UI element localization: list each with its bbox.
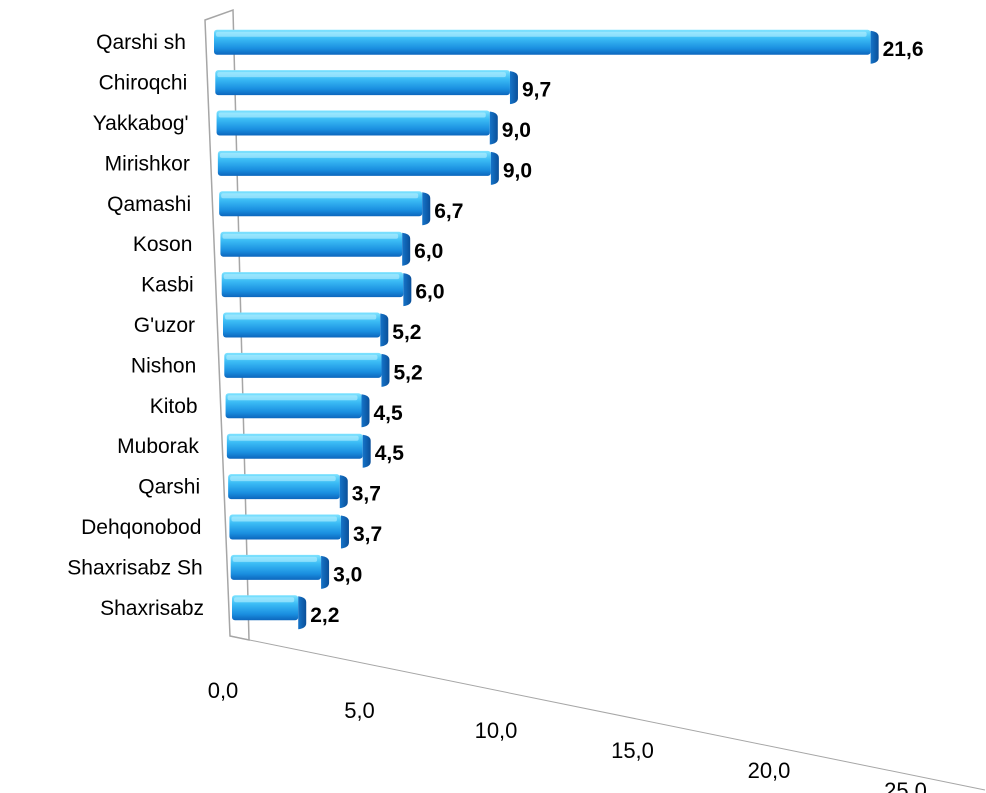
bar-highlight (222, 233, 399, 239)
bar (223, 312, 389, 347)
bar-highlight (217, 72, 506, 78)
bar (230, 554, 330, 589)
bar-highlight (230, 476, 336, 482)
bar-end-cap (361, 394, 370, 428)
x-axis-line (229, 635, 986, 791)
bar-highlight (228, 435, 359, 441)
bar-highlight (234, 597, 295, 603)
bar (228, 474, 348, 509)
category-label: G'uzor (134, 314, 195, 337)
x-tick-label: 5,0 (344, 698, 375, 723)
bar-end-cap (422, 192, 431, 226)
bar-end-cap (509, 71, 518, 105)
category-label: Chiroqchi (99, 72, 188, 95)
value-label: 21,6 (883, 38, 924, 61)
bar (214, 29, 879, 64)
category-label: Yakkabog' (93, 112, 189, 135)
category-label: Qamashi (107, 193, 191, 216)
bar (224, 352, 390, 387)
x-tick-label: 0,0 (208, 678, 239, 703)
bar (226, 433, 371, 468)
bar-highlight (231, 516, 337, 522)
category-label: Nishon (131, 354, 196, 377)
value-label: 2,2 (310, 604, 339, 627)
x-axis-ticks: 0,0 5,0 10,0 15,0 20,0 25,0 (208, 678, 927, 793)
bar-highlight (218, 112, 486, 118)
category-label: Kasbi (141, 274, 194, 297)
bar-end-cap (340, 515, 349, 549)
category-label: Dehqonobod (81, 516, 201, 539)
bar-end-cap (362, 434, 371, 468)
value-label: 4,5 (375, 442, 405, 465)
bar-end-cap (403, 273, 412, 307)
bar (219, 191, 431, 226)
bar (225, 393, 370, 428)
value-label: 5,2 (392, 321, 421, 344)
bar-end-cap (381, 353, 390, 387)
bar-highlight (225, 314, 377, 320)
value-label: 3,7 (352, 483, 381, 506)
category-label: Qarshi (138, 476, 200, 499)
value-labels: 21,6 9,7 9,0 9,0 6,7 6,0 6,0 5,2 5,2 4,5 4,5 3,7 3,7… (310, 38, 923, 627)
bar (217, 150, 499, 185)
value-label: 6,0 (415, 281, 444, 304)
category-labels: Qarshi sh Chiroqchi Yakkabog' Mirishkor Qama… (67, 31, 204, 620)
value-label: 5,2 (393, 361, 422, 384)
bar-highlight (223, 274, 400, 280)
bar-highlight (227, 395, 358, 401)
value-label: 9,0 (502, 119, 531, 142)
x-tick-label: 25,0 (884, 778, 927, 793)
bar-highlight (226, 354, 378, 360)
value-label: 9,0 (503, 159, 532, 182)
bar-highlight (219, 152, 487, 158)
bar (221, 272, 412, 307)
value-label: 6,7 (434, 200, 463, 223)
category-label: Mirishkor (105, 152, 190, 175)
category-label: Shaxrisabz Sh (67, 556, 202, 579)
value-label: 3,0 (333, 563, 362, 586)
bar-end-cap (339, 475, 348, 509)
bar (215, 70, 518, 105)
bar-highlight (221, 193, 419, 199)
category-label: Kitob (150, 395, 198, 418)
bar (229, 514, 349, 549)
bar-end-cap (402, 232, 411, 266)
bar-end-cap (298, 596, 307, 630)
x-tick-label: 10,0 (475, 718, 518, 743)
value-label: 4,5 (374, 402, 404, 425)
category-label: Shaxrisabz (100, 597, 204, 620)
bar (220, 231, 411, 266)
bar (232, 595, 307, 630)
bar-end-cap (321, 555, 330, 589)
category-label: Muborak (117, 435, 199, 458)
axis-frame (204, 8, 986, 791)
bar-highlight (216, 31, 867, 37)
bar-end-cap (380, 313, 389, 347)
x-tick-label: 20,0 (748, 758, 791, 783)
category-label: Koson (133, 233, 193, 256)
value-label: 6,0 (414, 240, 443, 263)
x-tick-label: 15,0 (611, 738, 654, 763)
bars (214, 29, 879, 630)
bar-end-cap (870, 30, 879, 64)
bar-highlight (232, 556, 318, 562)
value-label: 9,7 (522, 79, 551, 102)
category-label: Qarshi sh (96, 31, 186, 54)
bar-end-cap (490, 151, 499, 185)
bar-end-cap (489, 111, 498, 145)
value-label: 3,7 (353, 523, 382, 546)
bar (216, 110, 498, 145)
